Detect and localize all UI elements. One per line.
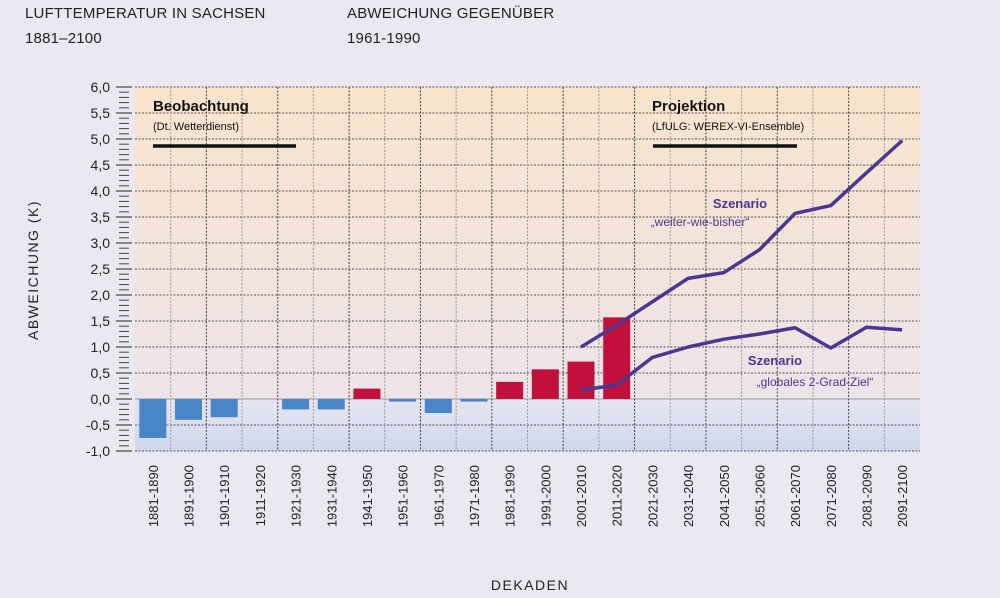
y-tick-label: -1,0 — [86, 443, 110, 459]
y-tick-label: 3,5 — [91, 209, 111, 225]
x-tick-label: 1891-1900 — [182, 465, 197, 527]
observation-source: (Dt. Wetterdienst) — [153, 121, 239, 133]
scenario-1-name: „weiter-wie-bisher“ — [651, 215, 750, 229]
x-tick-label: 1981-1990 — [503, 465, 518, 527]
y-tick-label: 6,0 — [91, 79, 111, 95]
chart-title: LUFTTEMPERATUR IN SACHSEN — [25, 5, 266, 22]
x-tick-label: 1951-1960 — [396, 465, 411, 527]
chart-subtitle: ABWEICHUNG GEGENÜBER — [347, 5, 555, 22]
x-tick-label: 1921-1930 — [289, 465, 304, 527]
bar-1891-1900 — [175, 399, 203, 420]
x-tick-label: 2011-2020 — [610, 465, 625, 526]
bar-1961-1970 — [424, 399, 452, 414]
bar-1931-1940 — [317, 399, 345, 410]
x-tick-label: 1991-2000 — [538, 465, 553, 527]
scenario-2-name: „globales 2-Grad-Ziel“ — [757, 375, 874, 389]
x-tick-label: 2071-2080 — [824, 465, 839, 527]
y-tick-label: 1,0 — [91, 339, 111, 355]
bar-1921-1930 — [282, 399, 310, 410]
reference-period: 1961-1990 — [347, 30, 421, 47]
x-tick-label: 2091-2100 — [895, 465, 910, 527]
projection-source: (LfULG: WEREX-VI-Ensemble) — [652, 121, 804, 133]
x-tick-label: 2081-2090 — [859, 465, 874, 527]
scenario-2-grad-ziel-line — [580, 325, 903, 392]
scenario-2-label: Szenario — [748, 353, 802, 368]
x-tick-label: 2031-2040 — [681, 465, 696, 527]
projection-title: Projektion — [652, 98, 725, 115]
x-tick-label: 1941-1950 — [360, 465, 375, 527]
bar-1951-1960 — [389, 399, 417, 402]
bar-2001-2010 — [567, 361, 595, 399]
y-tick-label: 2,5 — [91, 261, 111, 277]
x-tick-label: 1881-1890 — [146, 465, 161, 527]
bar-1901-1910 — [210, 399, 238, 418]
bar-1941-1950 — [353, 388, 381, 399]
x-tick-label: 1911-1920 — [253, 465, 268, 526]
y-tick-label: 5,5 — [91, 105, 111, 121]
x-tick-label: 1971-1980 — [467, 465, 482, 527]
y-tick-label: 5,0 — [91, 131, 111, 147]
x-tick-label: 2021-2030 — [645, 465, 660, 527]
bar-1981-1990 — [496, 381, 524, 399]
y-axis-title: ABWEICHUNG (K) — [25, 200, 41, 340]
y-tick-label: 0,5 — [91, 365, 111, 381]
observation-title: Beobachtung — [153, 98, 249, 115]
x-tick-label: 2051-2060 — [752, 465, 767, 527]
x-tick-label: 1961-1970 — [431, 465, 446, 527]
x-tick-label: 2061-2070 — [788, 465, 803, 527]
y-tick-label: 4,0 — [91, 183, 111, 199]
bar-1971-1980 — [460, 399, 488, 402]
y-tick-label: 0,0 — [91, 391, 111, 407]
x-tick-label: 1931-1940 — [324, 465, 339, 527]
bar-1881-1890 — [139, 399, 167, 438]
chart-period: 1881–2100 — [25, 30, 102, 47]
y-tick-label: -0,5 — [86, 417, 110, 433]
x-tick-label: 2001-2010 — [574, 465, 589, 527]
y-tick-label: 4,5 — [91, 157, 111, 173]
bar-1991-2000 — [531, 369, 559, 399]
y-tick-label: 1,5 — [91, 313, 111, 329]
x-axis-title: DEKADEN — [491, 577, 569, 593]
x-tick-label: 2041-2050 — [717, 465, 732, 527]
x-tick-label: 1901-1910 — [217, 465, 232, 527]
y-tick-label: 2,0 — [91, 287, 111, 303]
y-tick-label: 3,0 — [91, 235, 111, 251]
scenario-weiter-wie-bisher-line — [580, 139, 904, 349]
scenario-1-label: Szenario — [713, 196, 767, 211]
